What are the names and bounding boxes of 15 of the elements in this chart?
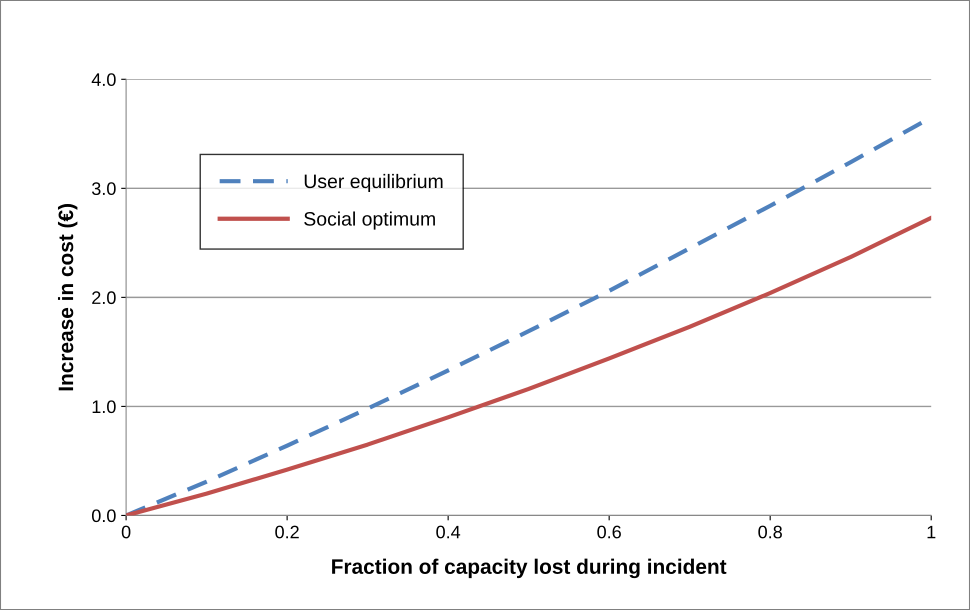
legend-label: Social optimum [304,211,435,230]
y-tick-label: 0.0 [92,509,116,522]
x-tick-label: 0.4 [436,526,460,538]
x-tick-label: 1 [928,526,936,538]
y-tick-label: 2.0 [92,291,116,304]
legend-label: User equilibrium [304,174,442,192]
y-tick-label: 3.0 [92,182,116,196]
x-axis-title: Fraction of capacity lost during incident [332,558,726,578]
y-tick-label: 1.0 [92,400,116,414]
x-tick-label: 0 [122,526,130,538]
x-tick-label: 0.8 [758,526,782,538]
x-tick-label: 0.2 [275,526,299,538]
x-tick-label: 0.6 [597,526,621,538]
y-axis-title: Increase in cost (€) [58,204,78,390]
y-tick-label: 4.0 [92,73,116,86]
